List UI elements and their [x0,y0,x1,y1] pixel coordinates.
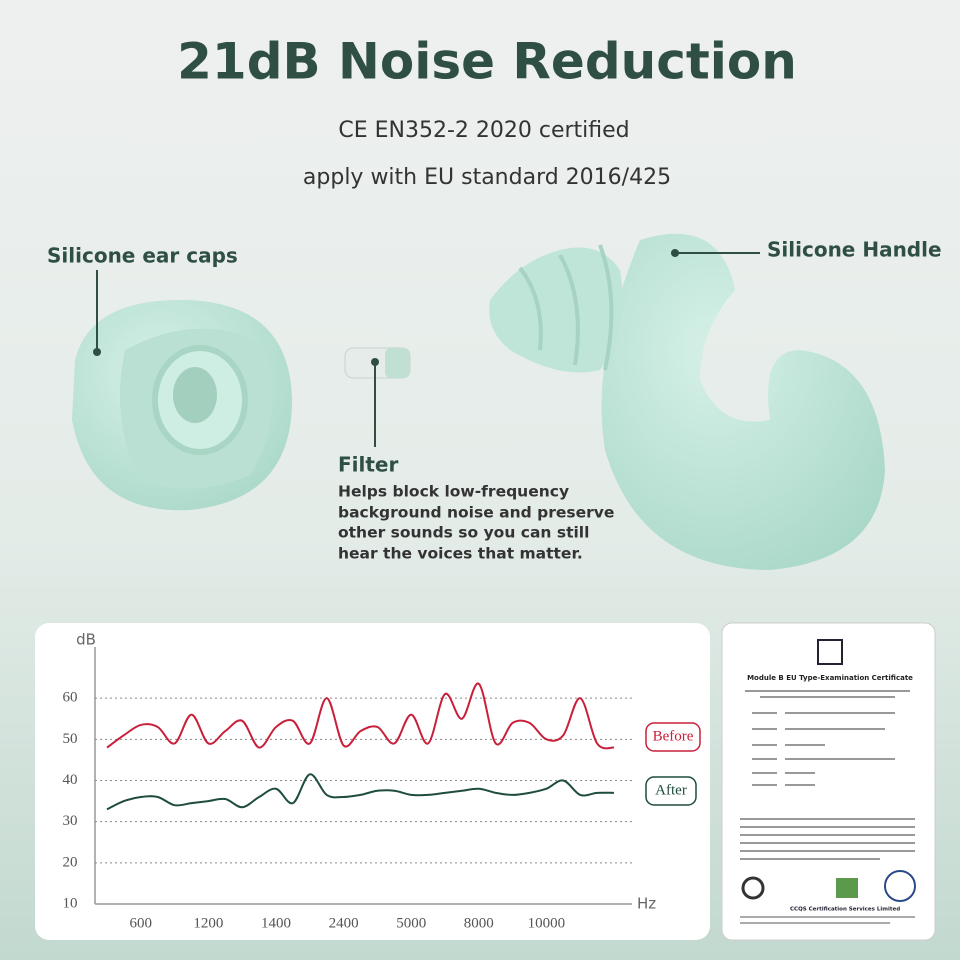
description: other sounds so you can still [338,524,589,542]
callout-dot [371,358,379,366]
earplug-illustration [489,233,885,570]
series-line [106,682,615,750]
y-tick-label: 40 [63,772,78,788]
certificate-title: Module B EU Type-Examination Certificate [747,674,913,682]
x-tick-label: 1400 [261,915,291,931]
description: hear the voices that matter. [338,545,583,563]
callout-label: Silicone Handle [767,238,942,262]
ear-cap-illustration [72,300,292,511]
y-tick-label: 10 [63,895,78,911]
series-line [106,773,615,811]
x-tick-label: 8000 [464,915,494,931]
title: 21dB Noise Reduction [177,33,797,91]
x-tick-label: 600 [130,915,153,931]
x-axis-label: Hz [637,895,656,913]
description: background noise and preserve [338,504,614,522]
y-tick-label: 50 [63,731,78,747]
x-tick-label: 10000 [528,915,566,931]
legend-box [645,776,697,806]
callout-label: Filter [338,453,398,477]
y-tick-label: 20 [63,854,78,870]
y-tick-label: 30 [63,813,78,829]
description: Helps block low-frequency [338,483,569,501]
legend-label: Before [653,728,694,744]
legend-label: After [655,782,687,798]
certificate: Module B EU Type-Examination Certificate… [721,622,936,941]
callout-dot [671,249,679,257]
chart-card [35,623,710,940]
legend-box [645,722,701,752]
callout-dot [93,348,101,356]
y-axis-label: dB [76,631,96,649]
callout-label: Silicone ear caps [47,244,238,268]
subtitle: apply with EU standard 2016/425 [303,165,671,190]
x-tick-label: 1200 [193,915,223,931]
subtitle: CE EN352-2 2020 certified [338,118,629,143]
chart: dB Hz 10 20 30 40 50 60 600 1200 1400 2400 5000 8000 1… [63,631,701,931]
y-tick-label: 60 [63,690,78,706]
x-tick-label: 2400 [329,915,359,931]
x-tick-label: 5000 [396,915,426,931]
certificate-issuer: CCQS Certification Services Limited [790,907,900,913]
